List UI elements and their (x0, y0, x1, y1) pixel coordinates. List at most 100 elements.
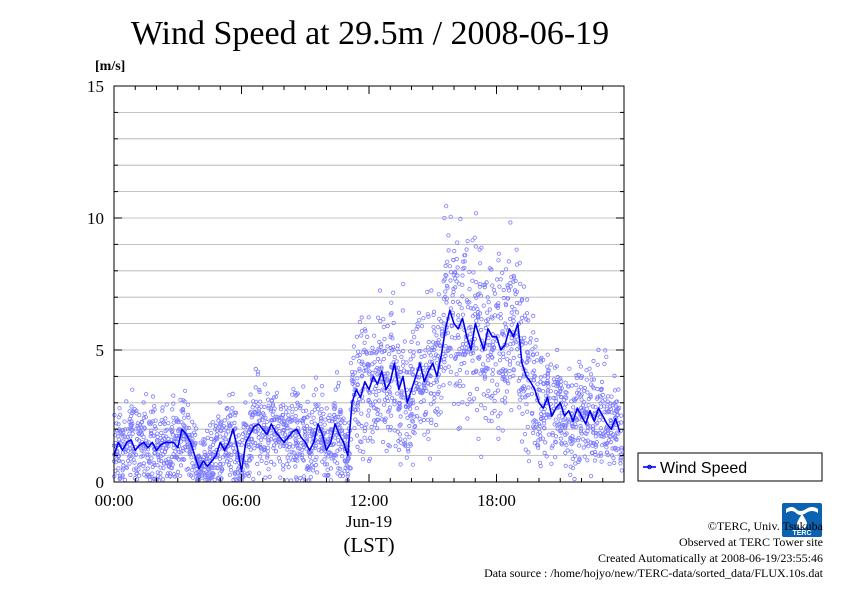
scatter-point (555, 422, 560, 427)
scatter-point (192, 464, 197, 469)
scatter-point (485, 295, 490, 300)
scatter-point (270, 402, 275, 407)
scatter-point (313, 402, 318, 407)
scatter-point (521, 284, 527, 289)
scatter-point (146, 459, 151, 465)
scatter-point (550, 431, 555, 436)
scatter-point (357, 366, 362, 371)
scatter-point (410, 372, 415, 377)
scatter-point (124, 399, 129, 404)
scatter-point (293, 453, 299, 459)
scatter-point (456, 281, 462, 286)
scatter-point (372, 360, 377, 365)
scatter-point (550, 443, 555, 448)
scatter-point (453, 285, 458, 290)
scatter-point (397, 432, 403, 437)
scatter-point (585, 390, 590, 395)
scatter-point (286, 464, 291, 470)
scatter-point (411, 390, 416, 396)
scatter-point (327, 413, 332, 418)
scatter-point (537, 430, 542, 435)
scatter-point (517, 260, 522, 265)
scatter-point (370, 430, 375, 435)
scatter-point (563, 450, 568, 456)
scatter-point (262, 434, 267, 440)
scatter-point (320, 459, 325, 464)
scatter-point (524, 297, 530, 302)
scatter-point (138, 423, 143, 428)
scatter-point (129, 413, 134, 419)
scatter-point (477, 261, 483, 266)
scatter-point (381, 317, 386, 322)
scatter-point (329, 419, 334, 424)
scatter-point (321, 411, 326, 416)
scatter-point (429, 420, 434, 425)
scatter-point (403, 437, 408, 442)
scatter-point (328, 466, 333, 471)
scatter-point (566, 417, 571, 422)
scatter-point (526, 450, 531, 455)
scatter-point (393, 443, 398, 449)
scatter-point (551, 377, 557, 382)
scatter-point (399, 354, 404, 359)
scatter-point (347, 465, 353, 470)
scatter-point (361, 449, 366, 454)
scatter-point (503, 302, 509, 308)
scatter-point (300, 447, 305, 452)
scatter-point (208, 423, 213, 428)
scatter-point (412, 334, 417, 340)
scatter-point (618, 457, 623, 462)
scatter-point (444, 296, 449, 301)
scatter-point (471, 306, 476, 311)
scatter-point (558, 376, 563, 381)
scatter-point (411, 350, 416, 355)
scatter-point (313, 462, 319, 468)
scatter-point (467, 286, 472, 292)
scatter-point (300, 421, 306, 426)
scatter-point (455, 333, 460, 338)
scatter-point (317, 438, 323, 443)
scatter-point (508, 284, 513, 289)
scatter-point (426, 437, 431, 442)
scatter-point (380, 387, 385, 392)
scatter-point (307, 428, 312, 434)
scatter-point (357, 352, 362, 358)
scatter-point (446, 233, 451, 238)
scatter-point (287, 452, 292, 457)
scatter-point (246, 473, 251, 479)
scatter-point (392, 402, 397, 407)
scatter-point (546, 432, 552, 437)
scatter-point (613, 445, 618, 450)
scatter-point (233, 410, 238, 415)
scatter-point (159, 430, 164, 435)
scatter-point (189, 455, 194, 460)
scatter-point (596, 347, 601, 352)
scatter-point (541, 381, 546, 387)
scatter-point (223, 436, 228, 442)
scatter-point (301, 384, 306, 389)
scatter-point (410, 366, 415, 372)
scatter-point (287, 406, 292, 411)
scatter-point (385, 398, 390, 403)
scatter-point (236, 433, 241, 438)
scatter-point (436, 389, 441, 395)
scatter-point (362, 435, 367, 440)
scatter-point (381, 348, 386, 354)
scatter-point (426, 314, 431, 319)
scatter-point (577, 456, 582, 461)
scatter-point (619, 447, 624, 452)
scatter-point (285, 426, 290, 431)
scatter-point (486, 418, 491, 423)
scatter-point (482, 376, 487, 381)
credit-observed: Observed at TERC Tower site (678, 534, 823, 549)
scatter-point (592, 430, 597, 435)
scatter-point (262, 445, 267, 450)
scatter-point (450, 293, 455, 298)
scatter-point (602, 397, 608, 402)
scatter-point (524, 360, 529, 365)
scatter-point (377, 398, 382, 403)
scatter-point (457, 367, 462, 373)
scatter-point (486, 342, 491, 348)
scatter-point (410, 397, 415, 403)
